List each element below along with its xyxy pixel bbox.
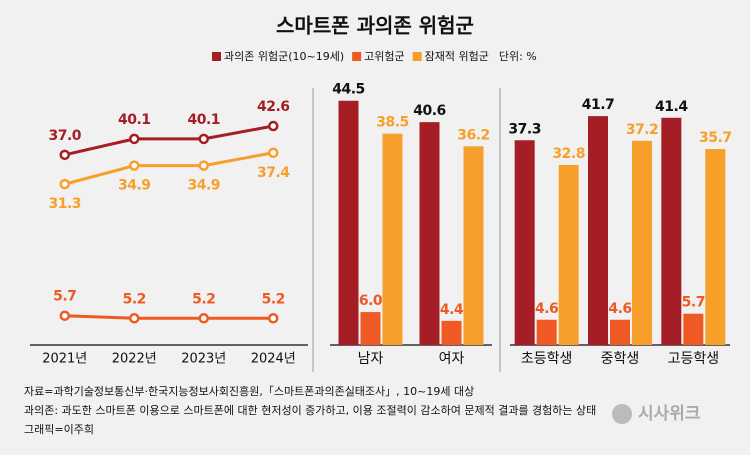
value-label: 38.5 [376,115,409,131]
bar [514,140,535,345]
value-label: 5.2 [123,291,146,307]
credit-note: 그래픽=이주희 [24,423,94,436]
x-tick-label: 2022년 [112,352,157,367]
value-label: 40.1 [187,112,220,128]
bar [441,320,462,345]
legend-swatch [212,52,221,61]
point [268,120,279,132]
point [198,133,209,145]
value-label: 31.3 [48,196,81,212]
legend-label: 과의존 위험군(10~19세) [224,50,344,63]
point [59,310,70,321]
bar [463,146,484,345]
point [129,133,140,145]
x-tick-label: 2023년 [181,352,226,367]
x-tick-label: 고등학생 [668,351,720,367]
value-label: 44.5 [332,82,365,98]
value-label: 34.9 [118,178,151,194]
value-label: 37.3 [508,121,541,137]
x-tick-label: 2021년 [42,352,87,367]
x-tick-label: 남자 [358,351,384,367]
line [64,151,274,186]
bar [705,149,726,345]
value-label: 5.7 [682,295,705,311]
value-label: 4.6 [535,301,558,317]
value-label: 40.6 [413,103,446,119]
bar [683,313,704,345]
point [268,313,279,324]
value-label: 40.1 [118,112,151,128]
bar [338,100,359,345]
value-label: 4.6 [608,301,631,317]
line [64,314,274,320]
value-label: 5.2 [262,291,285,307]
point [268,147,279,159]
point [129,313,140,324]
value-label: 32.8 [552,146,585,162]
x-tick-label: 중학생 [601,351,640,367]
point [59,178,70,190]
chart-title: 스마트폰 과의존 위험군 [276,14,474,38]
point [198,313,209,324]
value-label: 6.0 [359,293,383,309]
x-tick-label: 초등학생 [521,351,573,367]
value-label: 41.4 [655,99,688,115]
point [129,160,140,171]
value-label: 42.6 [257,99,290,115]
value-label: 5.7 [53,289,76,305]
bar [588,116,608,345]
point [198,160,209,171]
bar [360,312,381,345]
value-label: 4.4 [440,302,464,318]
legend-label: 고위험군 [364,50,404,63]
unit-label: 단위: % [499,50,537,63]
line [64,124,274,157]
legend-label: 잠재적 위험군 [425,50,489,63]
legend-swatch [412,52,422,61]
value-label: 41.7 [582,97,615,113]
bar [419,122,440,345]
value-label: 34.9 [187,178,220,194]
x-tick-label: 2024년 [251,352,296,367]
legend: 과의존 위험군(10~19세) 고위험군 잠재적 위험군 단위: % [212,50,537,63]
legend-swatch [352,52,362,61]
logo: 시사위크 [638,404,701,424]
value-label: 37.2 [626,122,659,138]
value-label: 35.7 [699,130,732,146]
point [59,149,70,161]
bar [610,319,630,345]
bar [632,140,652,345]
x-tick-label: 여자 [439,351,465,367]
bar [382,133,403,345]
value-label: 5.2 [192,291,215,307]
bar [661,117,682,345]
value-label: 36.2 [457,127,490,143]
bar [558,164,579,345]
logo-icon [612,404,632,424]
definition-note: 과의존: 과도한 스마트폰 이용으로 스마트폰에 대한 현저성이 증가하고, 이… [24,403,596,417]
value-label: 37.4 [257,165,290,181]
bar [536,319,557,345]
value-label: 37.0 [48,128,81,144]
source-note: 자료=과학기술정보통신부·한국지능정보사회진흥원,「스마트폰과의존실태조사」, … [24,384,474,398]
